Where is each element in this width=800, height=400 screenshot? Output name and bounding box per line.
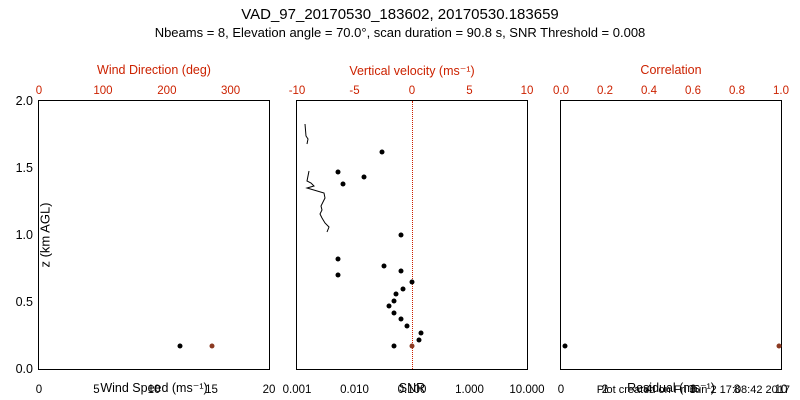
correlation-axis-label: Correlation — [561, 63, 781, 77]
snr-point-4[interactable] — [398, 233, 403, 238]
snr-point-14[interactable] — [391, 310, 396, 315]
snr-point-3[interactable] — [341, 182, 346, 187]
vertical-velocity-axis-label: Vertical velocity (ms⁻¹) — [297, 63, 527, 78]
snr-point-brown[interactable] — [410, 344, 415, 349]
z-axis-ticks: 0.0 0.5 1.0 1.5 2.0 — [5, 101, 39, 369]
snr-point-5[interactable] — [336, 257, 341, 262]
snr-point-13[interactable] — [387, 304, 392, 309]
snr-point-7[interactable] — [398, 269, 403, 274]
snr-point-2[interactable] — [361, 175, 366, 180]
title-sub: Nbeams = 8, Elevation angle = 70.0°, sca… — [0, 25, 800, 40]
title-block: VAD_97_20170530_183602, 20170530.183659 … — [0, 0, 800, 40]
chart-area: Wind Direction (deg) 0 100 200 300 Wind … — [0, 40, 800, 370]
snr-velocity-panel: Vertical velocity (ms⁻¹) -10 -5 0 5 10 S… — [296, 100, 528, 370]
snr-point-15[interactable] — [398, 317, 403, 322]
wind-speed-point-brown[interactable] — [209, 344, 214, 349]
residual-point-black[interactable] — [563, 344, 568, 349]
snr-point-9[interactable] — [410, 279, 415, 284]
snr-point-16[interactable] — [405, 324, 410, 329]
snr-connect-lines — [297, 101, 527, 369]
wind-direction-axis-label: Wind Direction (deg) — [39, 63, 269, 77]
snr-point-1[interactable] — [336, 170, 341, 175]
snr-point-19[interactable] — [391, 344, 396, 349]
snr-point-11[interactable] — [393, 291, 398, 296]
snr-point-18[interactable] — [416, 337, 421, 342]
snr-point-12[interactable] — [391, 298, 396, 303]
snr-point-17[interactable] — [419, 330, 424, 335]
footer-timestamp: Plot created on Fri Jun 2 17:08:42 2017 — [597, 384, 790, 396]
residual-point-brown[interactable] — [776, 344, 781, 349]
wind-speed-point-black[interactable] — [178, 344, 183, 349]
snr-point-10[interactable] — [400, 286, 405, 291]
snr-point-6[interactable] — [382, 263, 387, 268]
wind-speed-panel: Wind Direction (deg) 0 100 200 300 Wind … — [38, 100, 270, 370]
z-axis-label: z (km AGL) — [38, 202, 53, 267]
snr-point-8[interactable] — [336, 273, 341, 278]
snr-point-0[interactable] — [380, 149, 385, 154]
title-main: VAD_97_20170530_183602, 20170530.183659 — [0, 6, 800, 23]
residual-correlation-panel: Correlation 0.0 0.2 0.4 0.6 0.8 1.0 Resi… — [560, 100, 782, 370]
